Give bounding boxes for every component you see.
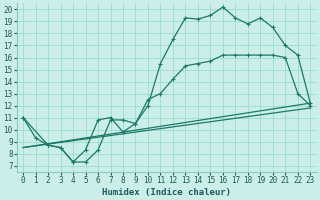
X-axis label: Humidex (Indice chaleur): Humidex (Indice chaleur) [102,188,231,197]
